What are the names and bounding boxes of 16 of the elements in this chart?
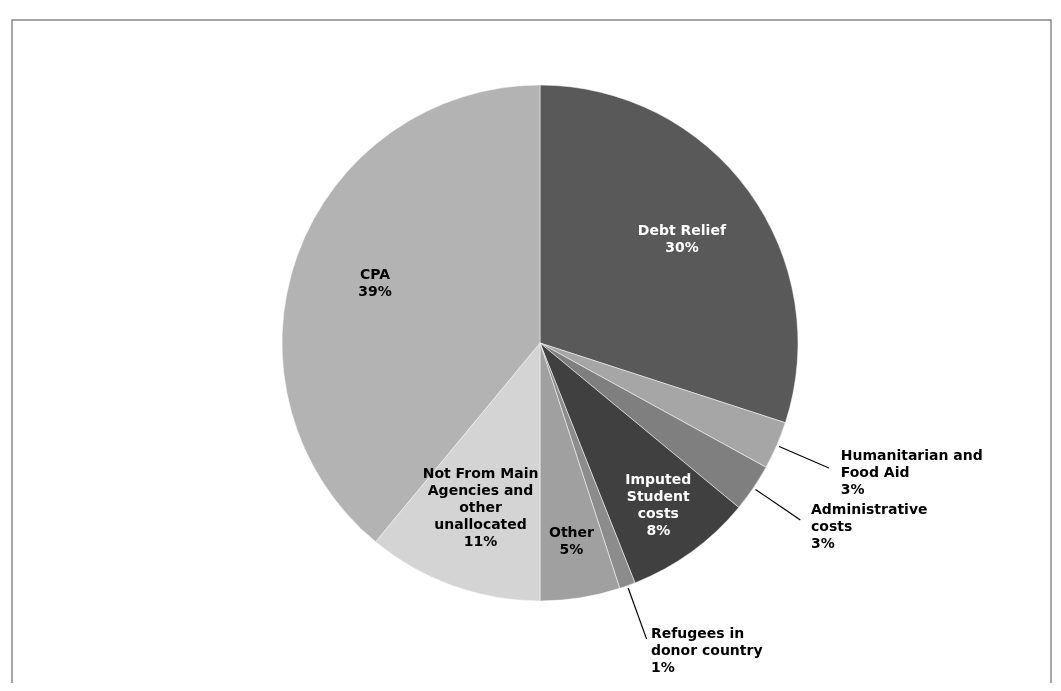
slice-label: Debt Relief: [637, 222, 727, 239]
data-label: 39%: [358, 283, 392, 300]
slice-label: CPA: [359, 266, 391, 283]
slice-label: Imputed Student costs: [625, 471, 692, 522]
data-label: 3%: [840, 481, 865, 498]
slice-label: Humanitarian and Food Aid: [840, 447, 983, 481]
data-label: 5%: [559, 541, 584, 558]
data-label: 30%: [665, 239, 699, 256]
data-label: 11%: [463, 533, 498, 550]
data-label: 3%: [811, 535, 835, 552]
slice-label: Not From Main Agencies and other unallocated: [422, 465, 539, 533]
slice-label: Other: [549, 524, 595, 541]
slice-label: Administrative costs: [811, 501, 928, 535]
data-label: 8%: [646, 522, 671, 539]
data-label: 1%: [650, 659, 675, 676]
slice-label: Refugees in donor country: [650, 625, 763, 659]
